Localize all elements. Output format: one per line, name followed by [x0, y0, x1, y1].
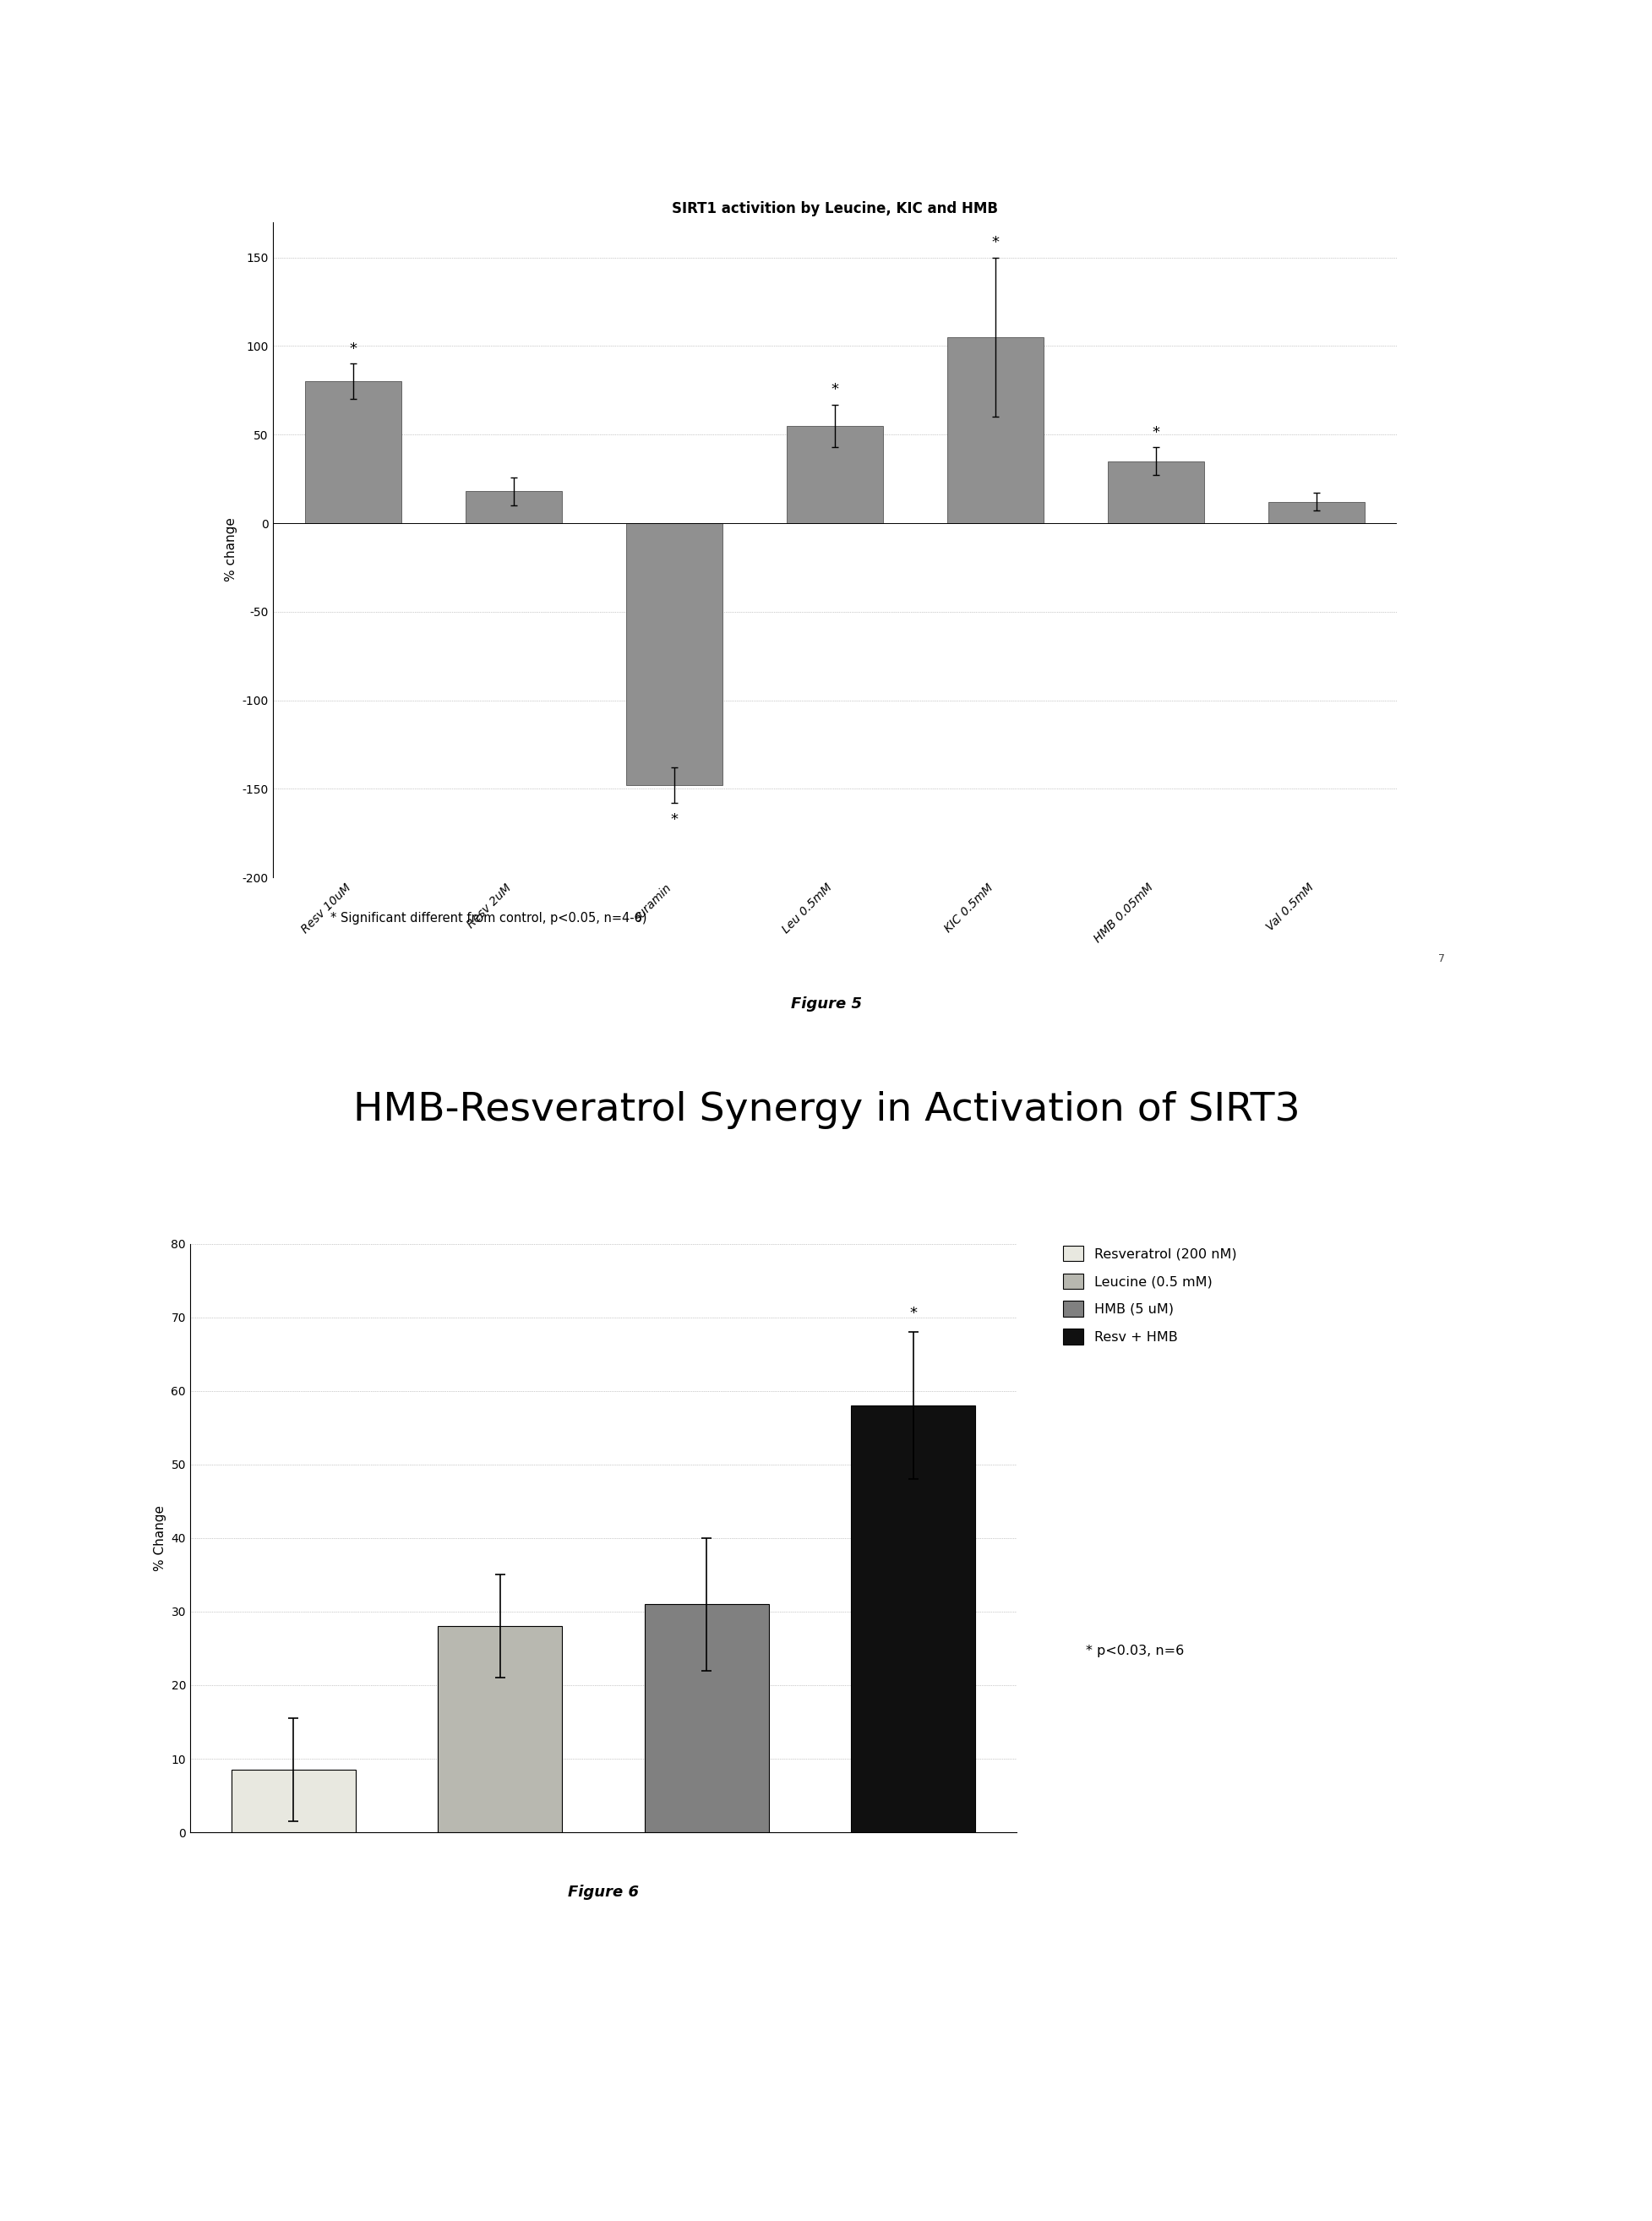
Text: *: * — [1151, 424, 1160, 440]
Bar — [947, 338, 1042, 524]
Y-axis label: % Change: % Change — [154, 1506, 167, 1570]
Y-axis label: % change: % change — [225, 517, 238, 582]
Bar — [1267, 502, 1365, 524]
Text: 7: 7 — [1437, 953, 1444, 964]
Bar — [304, 382, 401, 524]
Bar — [786, 426, 882, 524]
Text: *: * — [349, 342, 357, 358]
Bar — [644, 1604, 768, 1832]
Text: *: * — [909, 1306, 917, 1321]
Bar — [231, 1770, 355, 1832]
Title: SIRT1 activition by Leucine, KIC and HMB: SIRT1 activition by Leucine, KIC and HMB — [671, 200, 998, 215]
Bar — [626, 524, 722, 786]
Bar — [1107, 462, 1203, 524]
Bar — [466, 491, 562, 524]
Text: HMB-Resveratrol Synergy in Activation of SIRT3: HMB-Resveratrol Synergy in Activation of… — [354, 1091, 1298, 1130]
Bar — [851, 1406, 975, 1832]
Text: Figure 6: Figure 6 — [568, 1886, 638, 1899]
Legend: Resveratrol (200 nM), Leucine (0.5 mM), HMB (5 uM), Resv + HMB: Resveratrol (200 nM), Leucine (0.5 mM), … — [1056, 1239, 1242, 1350]
Text: *: * — [671, 813, 677, 828]
Text: * Significant different from control, p<0.05, n=4-6): * Significant different from control, p<… — [330, 911, 646, 924]
Text: *: * — [831, 382, 838, 398]
Text: * p<0.03, n=6: * p<0.03, n=6 — [1085, 1644, 1183, 1657]
Bar — [438, 1626, 562, 1832]
Text: *: * — [991, 235, 998, 251]
Text: Figure 5: Figure 5 — [791, 997, 861, 1011]
